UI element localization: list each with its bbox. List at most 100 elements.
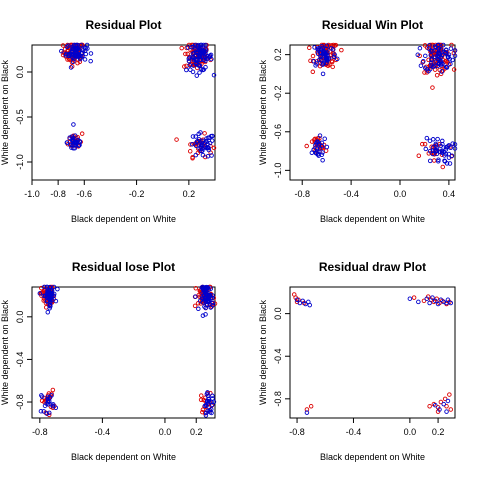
scatter-point xyxy=(211,72,217,78)
scatter-point xyxy=(209,56,214,62)
scatter-point xyxy=(332,43,338,48)
plot-frame xyxy=(31,44,216,181)
scatter-point xyxy=(443,151,449,157)
scatter-point xyxy=(203,285,208,291)
scatter-point xyxy=(448,300,454,306)
scatter-point xyxy=(187,63,192,68)
scatter-point xyxy=(210,402,215,407)
scatter-point xyxy=(321,61,326,66)
x-axis-label: Black dependent on White xyxy=(71,214,176,224)
y-tick-label: -0.8 xyxy=(273,391,283,407)
scatter-point xyxy=(210,300,216,306)
y-tick-label: -0.5 xyxy=(15,109,25,125)
scatter-point xyxy=(79,131,85,136)
scatter-point xyxy=(443,64,449,70)
y-tick-label: 0.0 xyxy=(273,307,283,320)
scatter-point xyxy=(185,51,190,57)
scatter-point xyxy=(297,300,303,306)
scatter-point xyxy=(46,412,52,418)
scatter-point xyxy=(324,144,330,150)
x-tick-label: -0.8 xyxy=(50,189,66,199)
scatter-point xyxy=(203,413,209,418)
chart-title: Residual draw Plot xyxy=(319,260,426,274)
scatter-point xyxy=(70,44,75,50)
scatter-point xyxy=(444,409,449,414)
scatter-point xyxy=(322,136,327,142)
scatter-point xyxy=(47,410,52,416)
scatter-point xyxy=(188,67,193,73)
scatter-point xyxy=(316,46,321,51)
scatter-point xyxy=(307,45,312,51)
plot-frame xyxy=(289,44,456,181)
scatter-point xyxy=(310,53,316,59)
scatter-point xyxy=(444,47,449,53)
scatter-point xyxy=(438,297,444,303)
scatter-point xyxy=(209,153,214,158)
scatter-point xyxy=(50,402,56,407)
scatter-point xyxy=(319,152,325,157)
scatter-point xyxy=(407,296,413,301)
scatter-point xyxy=(440,61,445,66)
scatter-point xyxy=(48,404,54,410)
scatter-point xyxy=(60,43,66,48)
scatter-point xyxy=(208,133,214,139)
y-tick-label: -0.2 xyxy=(273,85,283,101)
scatter-point xyxy=(55,286,60,292)
scatter-point xyxy=(436,45,441,51)
scatter-point xyxy=(82,57,88,62)
x-tick-label: 0.2 xyxy=(432,427,445,437)
scatter-point xyxy=(184,67,189,73)
scatter-point xyxy=(186,42,192,48)
scatter-point xyxy=(66,43,71,48)
scatter-point xyxy=(204,56,209,61)
scatter-point xyxy=(44,295,50,301)
scatter-point xyxy=(441,401,446,407)
scatter-point xyxy=(422,141,428,147)
scatter-point xyxy=(37,291,43,296)
scatter-point xyxy=(447,161,453,166)
x-tick-label: 0.0 xyxy=(159,427,172,437)
x-tick-label: -0.8 xyxy=(32,427,48,437)
scatter-point xyxy=(186,58,192,64)
scatter-point xyxy=(47,395,53,400)
scatter-point xyxy=(75,54,81,59)
scatter-point xyxy=(422,65,428,71)
scatter-point xyxy=(435,301,441,307)
scatter-point xyxy=(204,403,209,409)
scatter-point xyxy=(416,153,422,158)
scatter-point xyxy=(48,299,53,305)
scatter-point xyxy=(83,46,88,51)
x-tick-label: -0.4 xyxy=(346,427,362,437)
scatter-point xyxy=(174,137,179,142)
scatter-point xyxy=(317,133,323,138)
scatter-point xyxy=(193,286,199,291)
scatter-point xyxy=(430,145,436,150)
scatter-point xyxy=(436,157,441,162)
scatter-point xyxy=(192,303,198,309)
scatter-point xyxy=(320,71,326,77)
scatter-point xyxy=(431,158,437,163)
scatter-point xyxy=(452,48,458,53)
scatter-point xyxy=(330,64,335,70)
y-tick-label: 0.0 xyxy=(15,66,25,79)
scatter-point xyxy=(186,56,192,61)
scatter-point xyxy=(438,71,444,77)
scatter-point xyxy=(440,142,445,147)
scatter-point xyxy=(428,48,434,53)
x-tick-label: -0.2 xyxy=(129,189,145,199)
scatter-point xyxy=(443,50,448,56)
scatter-point xyxy=(196,131,202,137)
y-tick-label: 0.0 xyxy=(15,311,25,324)
scatter-point xyxy=(331,47,336,52)
scatter-point xyxy=(424,296,430,301)
scatter-point xyxy=(415,52,421,58)
scatter-point xyxy=(444,404,449,409)
scatter-point xyxy=(335,56,340,62)
scatter-point xyxy=(421,298,427,304)
scatter-point xyxy=(433,148,438,154)
scatter-point xyxy=(446,55,451,60)
chart-panel-3: Residual lose Plot -0.8 -0.4 0.0 0.2 0.0 -0.4 -… xyxy=(0,260,218,462)
y-tick-label: -0.6 xyxy=(273,124,283,140)
scatter-point xyxy=(421,58,426,64)
